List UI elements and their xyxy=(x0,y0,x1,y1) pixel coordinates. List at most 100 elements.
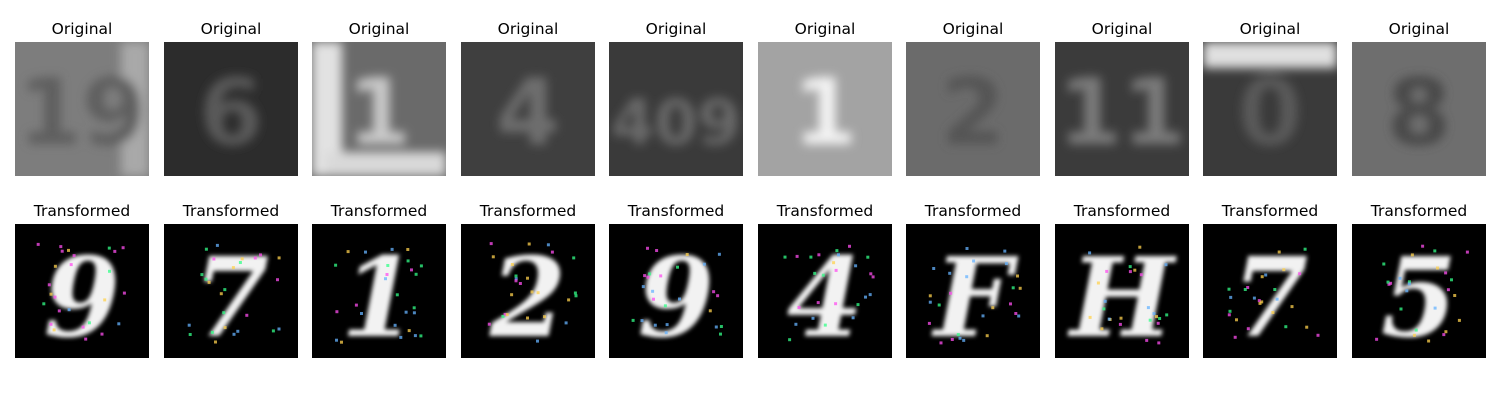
noise-pixel xyxy=(1157,341,1161,345)
original-title: Original xyxy=(645,20,707,38)
noise-pixel xyxy=(1273,288,1277,291)
noise-pixel xyxy=(1282,268,1286,272)
noise-pixel xyxy=(1303,247,1307,251)
noise-pixel xyxy=(543,315,546,319)
original-image: 0 xyxy=(1203,42,1337,176)
original-image: 8 xyxy=(1352,42,1486,176)
original-digit-glyph: 2 xyxy=(941,59,1005,166)
noise-pixel xyxy=(419,334,423,338)
noise-pixel xyxy=(187,323,191,327)
noise-pixel xyxy=(395,293,399,297)
noise-pixel xyxy=(360,312,363,315)
transformed-image: 7 xyxy=(1203,224,1337,358)
noise-pixel xyxy=(1100,327,1104,331)
noise-pixel xyxy=(1011,286,1015,290)
original-title: Original xyxy=(1239,20,1301,38)
transformed-title: Transformed xyxy=(1073,202,1171,220)
noise-pixel xyxy=(238,261,242,264)
noise-pixel xyxy=(489,242,493,246)
noise-pixel xyxy=(1457,318,1461,322)
noise-pixel xyxy=(121,246,125,250)
noise-pixel xyxy=(42,302,46,306)
noise-pixel xyxy=(1398,276,1402,280)
noise-pixel xyxy=(1421,244,1425,248)
noise-pixel xyxy=(69,263,73,267)
noise-pixel xyxy=(1410,253,1414,257)
noise-pixel xyxy=(384,277,387,281)
transformed-image: 5 xyxy=(1352,224,1486,358)
noise-pixel xyxy=(574,294,578,298)
noise-pixel xyxy=(1277,250,1281,254)
noise-pixel xyxy=(1145,338,1149,342)
noise-pixel xyxy=(1290,305,1294,309)
noise-pixel xyxy=(346,250,350,254)
noise-pixel xyxy=(1228,309,1232,313)
transformed-title: Transformed xyxy=(479,202,577,220)
noise-pixel xyxy=(868,293,872,297)
noise-pixel xyxy=(113,249,117,253)
noise-pixel xyxy=(399,335,403,339)
noise-pixel xyxy=(1264,273,1268,277)
transformed-image: 7 xyxy=(164,224,298,358)
noise-pixel xyxy=(783,255,787,259)
transformed-digit-glyph: 5 xyxy=(1381,233,1458,358)
noise-pixel xyxy=(1405,289,1409,293)
noise-pixel xyxy=(950,338,954,341)
noise-pixel xyxy=(932,267,936,270)
noise-pixel xyxy=(643,274,647,278)
noise-pixel xyxy=(678,297,681,301)
noise-pixel xyxy=(927,321,931,325)
noise-pixel xyxy=(81,325,85,329)
noise-pixel xyxy=(1407,282,1411,286)
original-digit-glyph: 8 xyxy=(1387,59,1451,166)
noise-pixel xyxy=(253,256,257,260)
noise-pixel xyxy=(1017,314,1021,318)
noise-pixel xyxy=(231,266,235,270)
noise-pixel xyxy=(1446,288,1450,292)
transformed-image: 4 xyxy=(758,224,892,358)
noise-pixel xyxy=(631,318,635,322)
noise-pixel xyxy=(1227,287,1231,291)
noise-pixel xyxy=(59,245,63,249)
transformed-digit-glyph: F xyxy=(931,233,1019,358)
noise-pixel xyxy=(57,309,61,313)
noise-pixel xyxy=(212,257,216,261)
noise-pixel xyxy=(214,340,217,344)
noise-pixel xyxy=(1444,330,1448,334)
noise-pixel xyxy=(1165,313,1169,317)
noise-pixel xyxy=(60,249,64,253)
noise-pixel xyxy=(811,316,815,320)
original-title: Original xyxy=(1091,20,1153,38)
noise-pixel xyxy=(276,278,279,282)
noise-pixel xyxy=(240,257,244,261)
noise-pixel xyxy=(1436,266,1439,270)
noise-pixel xyxy=(530,290,534,294)
noise-pixel xyxy=(67,248,70,252)
noise-pixel xyxy=(991,306,995,310)
transformed-image: 2 xyxy=(461,224,595,358)
noise-pixel xyxy=(53,264,57,268)
noise-pixel xyxy=(419,264,423,268)
noise-pixel xyxy=(864,295,867,299)
noise-pixel xyxy=(84,337,88,341)
noise-pixel xyxy=(245,313,249,317)
noise-pixel xyxy=(410,268,413,272)
noise-pixel xyxy=(965,247,969,250)
noise-pixel xyxy=(526,316,529,320)
noise-pixel xyxy=(965,275,969,279)
noise-pixel xyxy=(1414,328,1418,332)
transformed-title: Transformed xyxy=(627,202,725,220)
noise-pixel xyxy=(335,310,339,314)
noise-pixel xyxy=(108,269,111,273)
noise-pixel xyxy=(406,248,410,251)
noise-pixel xyxy=(1298,272,1302,276)
original-title: Original xyxy=(200,20,262,38)
noise-pixel xyxy=(503,312,507,316)
transformed-image: H xyxy=(1055,224,1189,358)
noise-pixel xyxy=(49,322,53,326)
noise-pixel xyxy=(719,325,723,328)
noise-pixel xyxy=(866,255,870,259)
noise-pixel xyxy=(1252,296,1256,300)
noise-pixel xyxy=(653,323,657,327)
noise-pixel xyxy=(200,273,204,277)
